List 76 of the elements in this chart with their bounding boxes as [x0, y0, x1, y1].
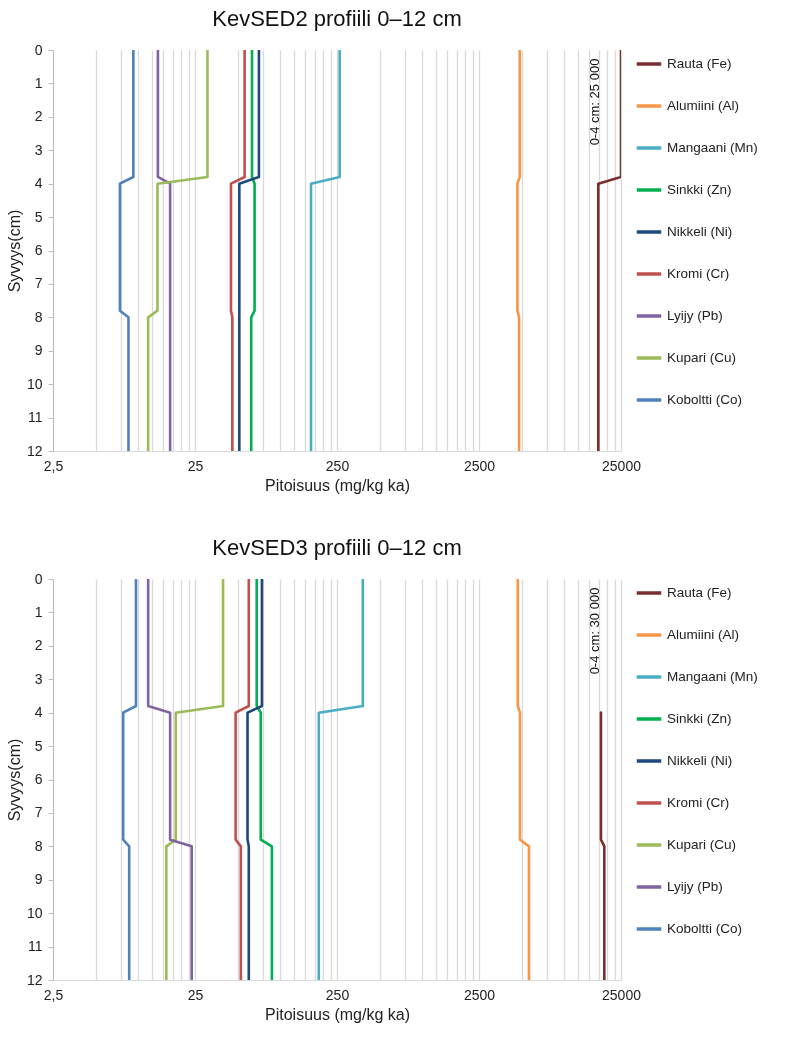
legend-label: Lyijy (Pb) — [667, 879, 723, 894]
chart-title: KevSED2 profiili 0–12 cm — [212, 6, 462, 31]
line-series — [516, 50, 522, 451]
legend-label: Rauta (Fe) — [667, 585, 732, 600]
y-tick-label: 7 — [34, 275, 43, 292]
annotation: 0-4 cm: 25 000 — [587, 58, 603, 146]
x-axis-title: Pitoisuus (mg/kg ka) — [265, 1005, 410, 1023]
y-tick-label: 9 — [34, 871, 43, 888]
y-tick-label: 9 — [34, 342, 43, 359]
legend-label: Lyijy (Pb) — [667, 308, 723, 323]
y-tick-label: 6 — [34, 242, 43, 258]
y-tick-label: 6 — [34, 771, 43, 787]
line-series — [234, 579, 251, 980]
legend-label: Rauta (Fe) — [667, 56, 732, 71]
y-tick-label: 8 — [34, 837, 43, 854]
y-tick-label: 5 — [34, 208, 43, 225]
y-tick-label: 4 — [34, 704, 43, 721]
y-axis-title: Syvyys(cm) — [5, 738, 23, 822]
x-tick-label: 25000 — [602, 457, 642, 474]
y-axis-title: Syvyys(cm) — [5, 209, 23, 293]
y-tick-label: 1 — [34, 74, 43, 91]
y-tick-label: 0 — [34, 41, 43, 58]
legend-label: Kromi (Cr) — [667, 266, 730, 281]
y-tick-label: 1 — [34, 603, 43, 620]
x-tick-label: 2,5 — [43, 457, 64, 474]
line-series — [229, 50, 246, 451]
legend-label: Alumiini (Al) — [667, 627, 740, 642]
x-tick-label: 2500 — [463, 457, 496, 474]
x-tick-label: 2,5 — [43, 986, 64, 1003]
x-tick-label: 250 — [325, 457, 350, 474]
line-series — [238, 50, 261, 451]
y-tick-label: 11 — [27, 938, 43, 955]
y-tick-label: 0 — [34, 570, 43, 587]
legend-label: Nikkeli (Ni) — [667, 753, 733, 768]
y-tick-label: 5 — [34, 737, 43, 754]
y-tick-label: 2 — [34, 108, 43, 125]
line-series — [118, 50, 135, 451]
chart-title: KevSED3 profiili 0–12 cm — [212, 535, 462, 560]
line-series — [255, 579, 274, 980]
legend-label: Koboltti (Co) — [667, 392, 743, 407]
annotation: 0-4 cm: 30 000 — [587, 587, 603, 675]
y-tick-label: 4 — [34, 175, 43, 192]
line-series — [317, 579, 365, 980]
y-tick-label: 2 — [34, 637, 43, 654]
x-tick-label: 250 — [325, 986, 350, 1003]
line-series — [246, 579, 264, 980]
y-tick-label: 8 — [34, 308, 43, 325]
line-series — [121, 579, 138, 980]
y-tick-label: 3 — [34, 670, 43, 687]
line-series — [599, 711, 606, 980]
legend-label: Sinkki (Zn) — [667, 711, 732, 726]
y-tick-label: 10 — [26, 904, 43, 921]
legend-label: Nikkeli (Ni) — [667, 224, 733, 239]
legend-label: Kromi (Cr) — [667, 795, 730, 810]
legend-label: Kupari (Cu) — [667, 350, 737, 365]
line-series — [516, 579, 531, 980]
legend-label: Mangaani (Mn) — [667, 140, 758, 155]
x-tick-label: 2500 — [463, 986, 496, 1003]
x-axis-title: Pitoisuus (mg/kg ka) — [265, 476, 410, 494]
legend-label: Alumiini (Al) — [667, 98, 740, 113]
x-tick-label: 25 — [187, 986, 204, 1003]
y-tick-label: 12 — [26, 442, 43, 459]
y-tick-label: 10 — [26, 375, 43, 392]
y-tick-label: 3 — [34, 141, 43, 158]
legend-label: Koboltti (Co) — [667, 921, 743, 936]
x-tick-label: 25 — [187, 457, 204, 474]
line-series — [249, 50, 256, 451]
legend-label: Sinkki (Zn) — [667, 182, 732, 197]
legend-label: Kupari (Cu) — [667, 837, 737, 852]
y-tick-label: 12 — [26, 971, 43, 988]
x-tick-label: 25000 — [602, 986, 642, 1003]
line-series — [309, 50, 341, 451]
line-series — [156, 50, 172, 451]
y-tick-label: 11 — [27, 409, 43, 426]
y-tick-label: 7 — [34, 804, 43, 821]
legend-label: Mangaani (Mn) — [667, 669, 758, 684]
